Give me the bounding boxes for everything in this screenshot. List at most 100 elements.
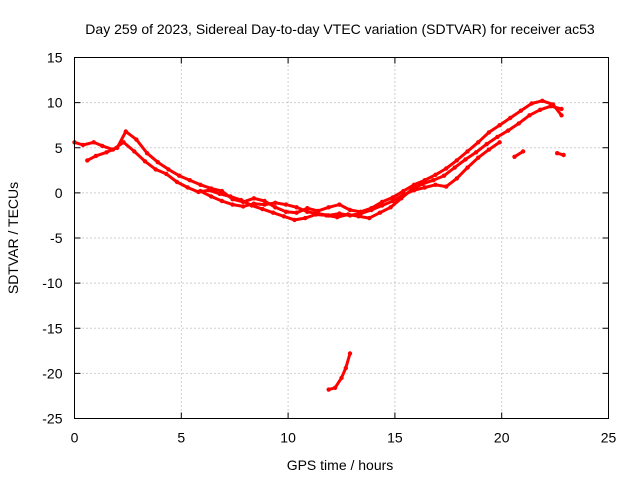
data-point (273, 205, 278, 210)
data-point (209, 186, 214, 191)
data-point (251, 196, 257, 201)
data-point (283, 202, 289, 207)
x-axis-label: GPS time / hours (287, 457, 394, 473)
x-tick-label: 5 (177, 430, 185, 446)
data-point (433, 182, 438, 187)
data-point (505, 128, 511, 133)
data-point (142, 159, 148, 164)
data-point (134, 137, 139, 142)
data-point (454, 176, 459, 181)
data-point (198, 188, 203, 194)
data-point (358, 211, 363, 216)
data-point (454, 158, 459, 163)
data-point (516, 121, 521, 126)
data-point (497, 123, 502, 128)
data-point (550, 102, 556, 107)
chart-title: Day 259 of 2023, Sidereal Day-to-day VTE… (85, 21, 595, 37)
data-point (209, 194, 214, 199)
data-point (473, 150, 479, 155)
x-tick-label: 10 (280, 430, 296, 446)
data-point (486, 130, 492, 135)
series-track-a (73, 104, 563, 222)
data-point (561, 152, 566, 158)
data-point (555, 151, 560, 156)
data-point (390, 198, 395, 204)
data-point (540, 98, 545, 104)
x-tick-label: 15 (387, 430, 403, 446)
data-point (339, 375, 344, 381)
data-point (520, 149, 526, 154)
data-point (198, 182, 203, 187)
data-point (326, 205, 331, 210)
data-point (326, 387, 331, 392)
data-point (486, 147, 492, 152)
data-point (335, 215, 340, 220)
data-point (294, 205, 299, 210)
data-point (343, 365, 348, 371)
data-point (93, 153, 99, 159)
data-point (527, 113, 532, 118)
y-tick-label: 5 (55, 140, 63, 156)
data-point (411, 182, 417, 187)
data-point (283, 209, 289, 214)
data-point (433, 172, 438, 177)
data-point (431, 178, 436, 183)
x-tick-label: 25 (601, 430, 617, 446)
data-point (174, 179, 180, 185)
series-track-d (327, 352, 352, 392)
x-tick-label: 20 (494, 430, 510, 446)
data-point (292, 217, 297, 223)
data-point (508, 115, 513, 121)
y-tick-label: -15 (42, 320, 62, 336)
data-point (422, 185, 427, 190)
data-point (155, 160, 160, 165)
data-point (115, 145, 120, 150)
data-point (441, 173, 447, 178)
data-point (401, 188, 406, 194)
data-point (411, 188, 417, 193)
data-point (377, 210, 383, 215)
series-layer (72, 98, 566, 392)
data-point (315, 211, 321, 216)
data-point (251, 201, 257, 206)
data-point (262, 198, 267, 204)
data-point (332, 385, 338, 390)
data-point (260, 206, 265, 212)
data-point (379, 203, 385, 208)
y-tick-label: 10 (47, 95, 63, 111)
data-point (273, 200, 278, 205)
data-point (484, 141, 489, 147)
data-point (379, 199, 385, 205)
data-point (518, 108, 524, 113)
data-point (294, 210, 299, 215)
data-point (123, 129, 128, 134)
data-point (495, 134, 500, 140)
data-point (241, 199, 246, 205)
data-point (497, 140, 502, 145)
data-point (388, 205, 393, 210)
data-point (100, 143, 105, 149)
data-point (369, 207, 374, 213)
data-point (305, 206, 310, 211)
y-tick-label: -20 (42, 365, 62, 381)
data-point (465, 149, 470, 154)
data-point (347, 213, 353, 218)
data-point (144, 151, 150, 156)
y-axis-label: SDTVAR / TECUs (5, 182, 21, 294)
data-point (91, 140, 96, 145)
data-point (219, 188, 225, 194)
data-point (166, 167, 171, 172)
data-point (132, 149, 137, 154)
data-point (305, 209, 310, 214)
data-point (185, 185, 190, 190)
data-point (559, 106, 564, 112)
data-point (187, 178, 192, 183)
data-point (529, 101, 534, 106)
x-tick-label: 0 (71, 430, 79, 446)
data-point (230, 202, 235, 207)
data-point (444, 184, 449, 189)
data-point (390, 195, 395, 200)
data-point (444, 166, 449, 171)
data-point (326, 213, 331, 218)
